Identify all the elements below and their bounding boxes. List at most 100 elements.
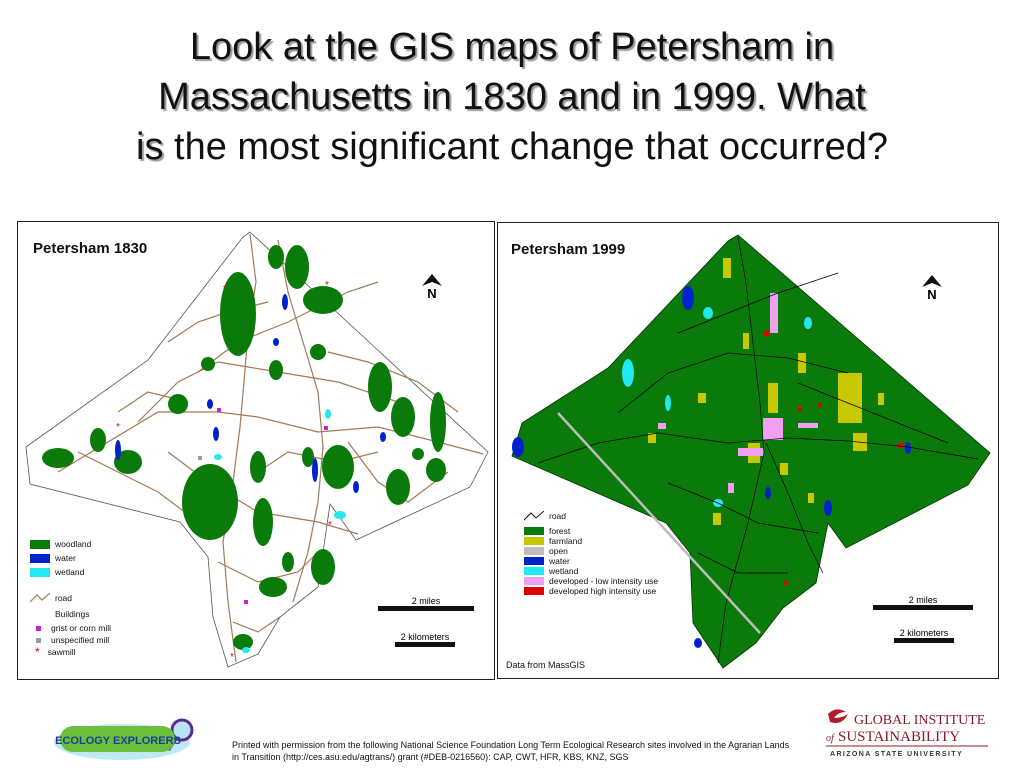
legend-label: forest	[549, 526, 571, 536]
title-line-2: Massachusetts in 1830 and in 1999. What	[158, 76, 866, 118]
scale-miles-bar	[873, 605, 973, 610]
legend-label: open	[549, 546, 568, 556]
legend-label: woodland	[55, 539, 92, 549]
title-line-3: is the most significant change that occu…	[0, 122, 1024, 172]
legend-item-wetland: wetland	[30, 566, 111, 578]
title-line-1: Look at the GIS maps of Petersham in	[189, 26, 835, 68]
water-swatch	[30, 553, 50, 563]
ecology-explorers-text: ECOLOGY EXPLORERS	[55, 735, 181, 747]
map-1830-area: * * * * *	[25, 231, 489, 668]
legend-item-water: water	[524, 556, 658, 566]
legend-buildings-heading: Buildings	[55, 609, 90, 619]
scale-km-bar	[894, 638, 954, 643]
grist-mill-marker-icon	[36, 625, 41, 631]
wetland-1830	[214, 409, 346, 653]
north-label-1999: N	[927, 287, 937, 302]
unspecified-mill-marker-icon	[36, 637, 41, 643]
legend-label: developed high intensity use	[549, 586, 657, 596]
legend-label: water	[549, 556, 570, 566]
town-boundary-1830	[25, 231, 489, 668]
open-swatch	[524, 547, 544, 555]
building-markers-1830: * * * * *	[116, 280, 332, 663]
legend-item-wetland: wetland	[524, 566, 658, 576]
wetland-swatch	[30, 567, 50, 577]
global-institute-logo-icon: GLOBAL INSTITUTE of SUSTAINABILITY ARIZO…	[826, 709, 988, 758]
scale-miles-label: 2 miles	[908, 595, 938, 605]
legend-item-sawmill: * sawmill	[30, 646, 111, 658]
north-arrow-icon	[922, 275, 942, 287]
data-credit: Data from MassGIS	[506, 660, 586, 670]
developed-low-1999	[658, 293, 818, 493]
gios-line2: SUSTAINABILITY	[838, 729, 960, 745]
gios-line1: GLOBAL INSTITUTE	[854, 713, 985, 728]
legend-label: road	[55, 593, 73, 603]
permission-text: Printed with permission from the followi…	[232, 740, 790, 762]
legend-item-water: water	[30, 552, 111, 564]
scale-miles-1830: 2 miles	[376, 596, 476, 611]
developed-low-swatch	[524, 577, 544, 585]
legend-item-road: road	[30, 592, 111, 604]
legend-label: grist or corn mill	[51, 623, 111, 633]
woodland-swatch	[30, 539, 50, 549]
legend-item-developed-low: developed - low intensity use	[524, 576, 658, 586]
title-line-3-shadow: is	[136, 126, 164, 168]
slide-title: Look at the GIS maps of Petersham in Mas…	[0, 22, 1024, 172]
legend-item-woodland: woodland	[30, 538, 111, 550]
map-1830: * * * * * Petersham 1830 N woodland wate…	[17, 221, 495, 680]
global-institute-logo: GLOBAL INSTITUTE of SUSTAINABILITY ARIZO…	[822, 704, 992, 760]
legend-label: farmland	[549, 536, 583, 546]
gios-of: of	[826, 733, 835, 744]
scale-miles-1999: 2 miles	[872, 595, 974, 610]
roads-1830	[57, 233, 484, 663]
title-line-3-rest: the most significant change that occurre…	[163, 126, 888, 168]
legend-1830: woodland water wetland road Buildings gr…	[30, 538, 111, 658]
legend-item-developed-high: developed high intensity use	[524, 586, 658, 596]
scale-miles-bar	[378, 606, 474, 611]
rail-line-1999	[557, 412, 761, 634]
legend-item-road: road	[524, 510, 658, 522]
legend-1999: road forest farmland open water wetland …	[524, 510, 658, 596]
legend-label: wetland	[549, 566, 579, 576]
legend-item-unspecified-mill: unspecified mill	[30, 634, 111, 646]
scale-km-bar	[395, 642, 455, 647]
roads-1999	[537, 236, 979, 664]
wetland-swatch	[524, 567, 544, 575]
water-swatch	[524, 557, 544, 565]
map-1830-title: Petersham 1830	[33, 240, 148, 257]
north-arrow-1830: N	[420, 274, 444, 301]
road-icon	[524, 511, 544, 521]
scale-km-1830: 2 kilometers	[393, 632, 457, 647]
legend-label: unspecified mill	[51, 635, 110, 645]
wetland-1999	[622, 307, 812, 507]
svg-text:*: *	[325, 280, 329, 291]
north-arrow-icon	[422, 274, 442, 286]
water-1830	[115, 294, 386, 493]
legend-label: wetland	[55, 567, 85, 577]
developed-high-1999	[764, 331, 903, 585]
water-1999	[512, 286, 911, 648]
north-label-1830: N	[427, 286, 437, 301]
legend-item-open: open	[524, 546, 658, 556]
legend-item-grist-mill: grist or corn mill	[30, 622, 111, 634]
map-1999: Petersham 1999 N road forest farmland op…	[497, 222, 999, 679]
legend-label: developed - low intensity use	[549, 576, 659, 586]
legend-label: water	[55, 553, 76, 563]
woodland-1830	[42, 245, 446, 650]
gios-line3: ARIZONA STATE UNIVERSITY	[830, 751, 963, 758]
road-icon	[30, 593, 50, 603]
north-arrow-1999: N	[920, 275, 944, 302]
svg-text:*: *	[230, 652, 234, 663]
svg-text:*: *	[223, 284, 227, 295]
ecology-explorers-logo-icon: ECOLOGY EXPLORERS	[54, 718, 194, 760]
forest-swatch	[524, 527, 544, 535]
developed-high-swatch	[524, 587, 544, 595]
legend-label: sawmill	[47, 647, 76, 657]
ecology-explorers-logo: ECOLOGY EXPLORERS	[52, 716, 202, 762]
svg-text:*: *	[116, 422, 120, 433]
legend-label: road	[549, 511, 567, 521]
scale-km-label: 2 kilometers	[899, 628, 949, 638]
map-1999-title: Petersham 1999	[511, 241, 626, 258]
legend-item-farmland: farmland	[524, 536, 658, 546]
sawmill-asterisk-icon: *	[35, 645, 40, 659]
scale-km-label: 2 kilometers	[400, 632, 450, 642]
